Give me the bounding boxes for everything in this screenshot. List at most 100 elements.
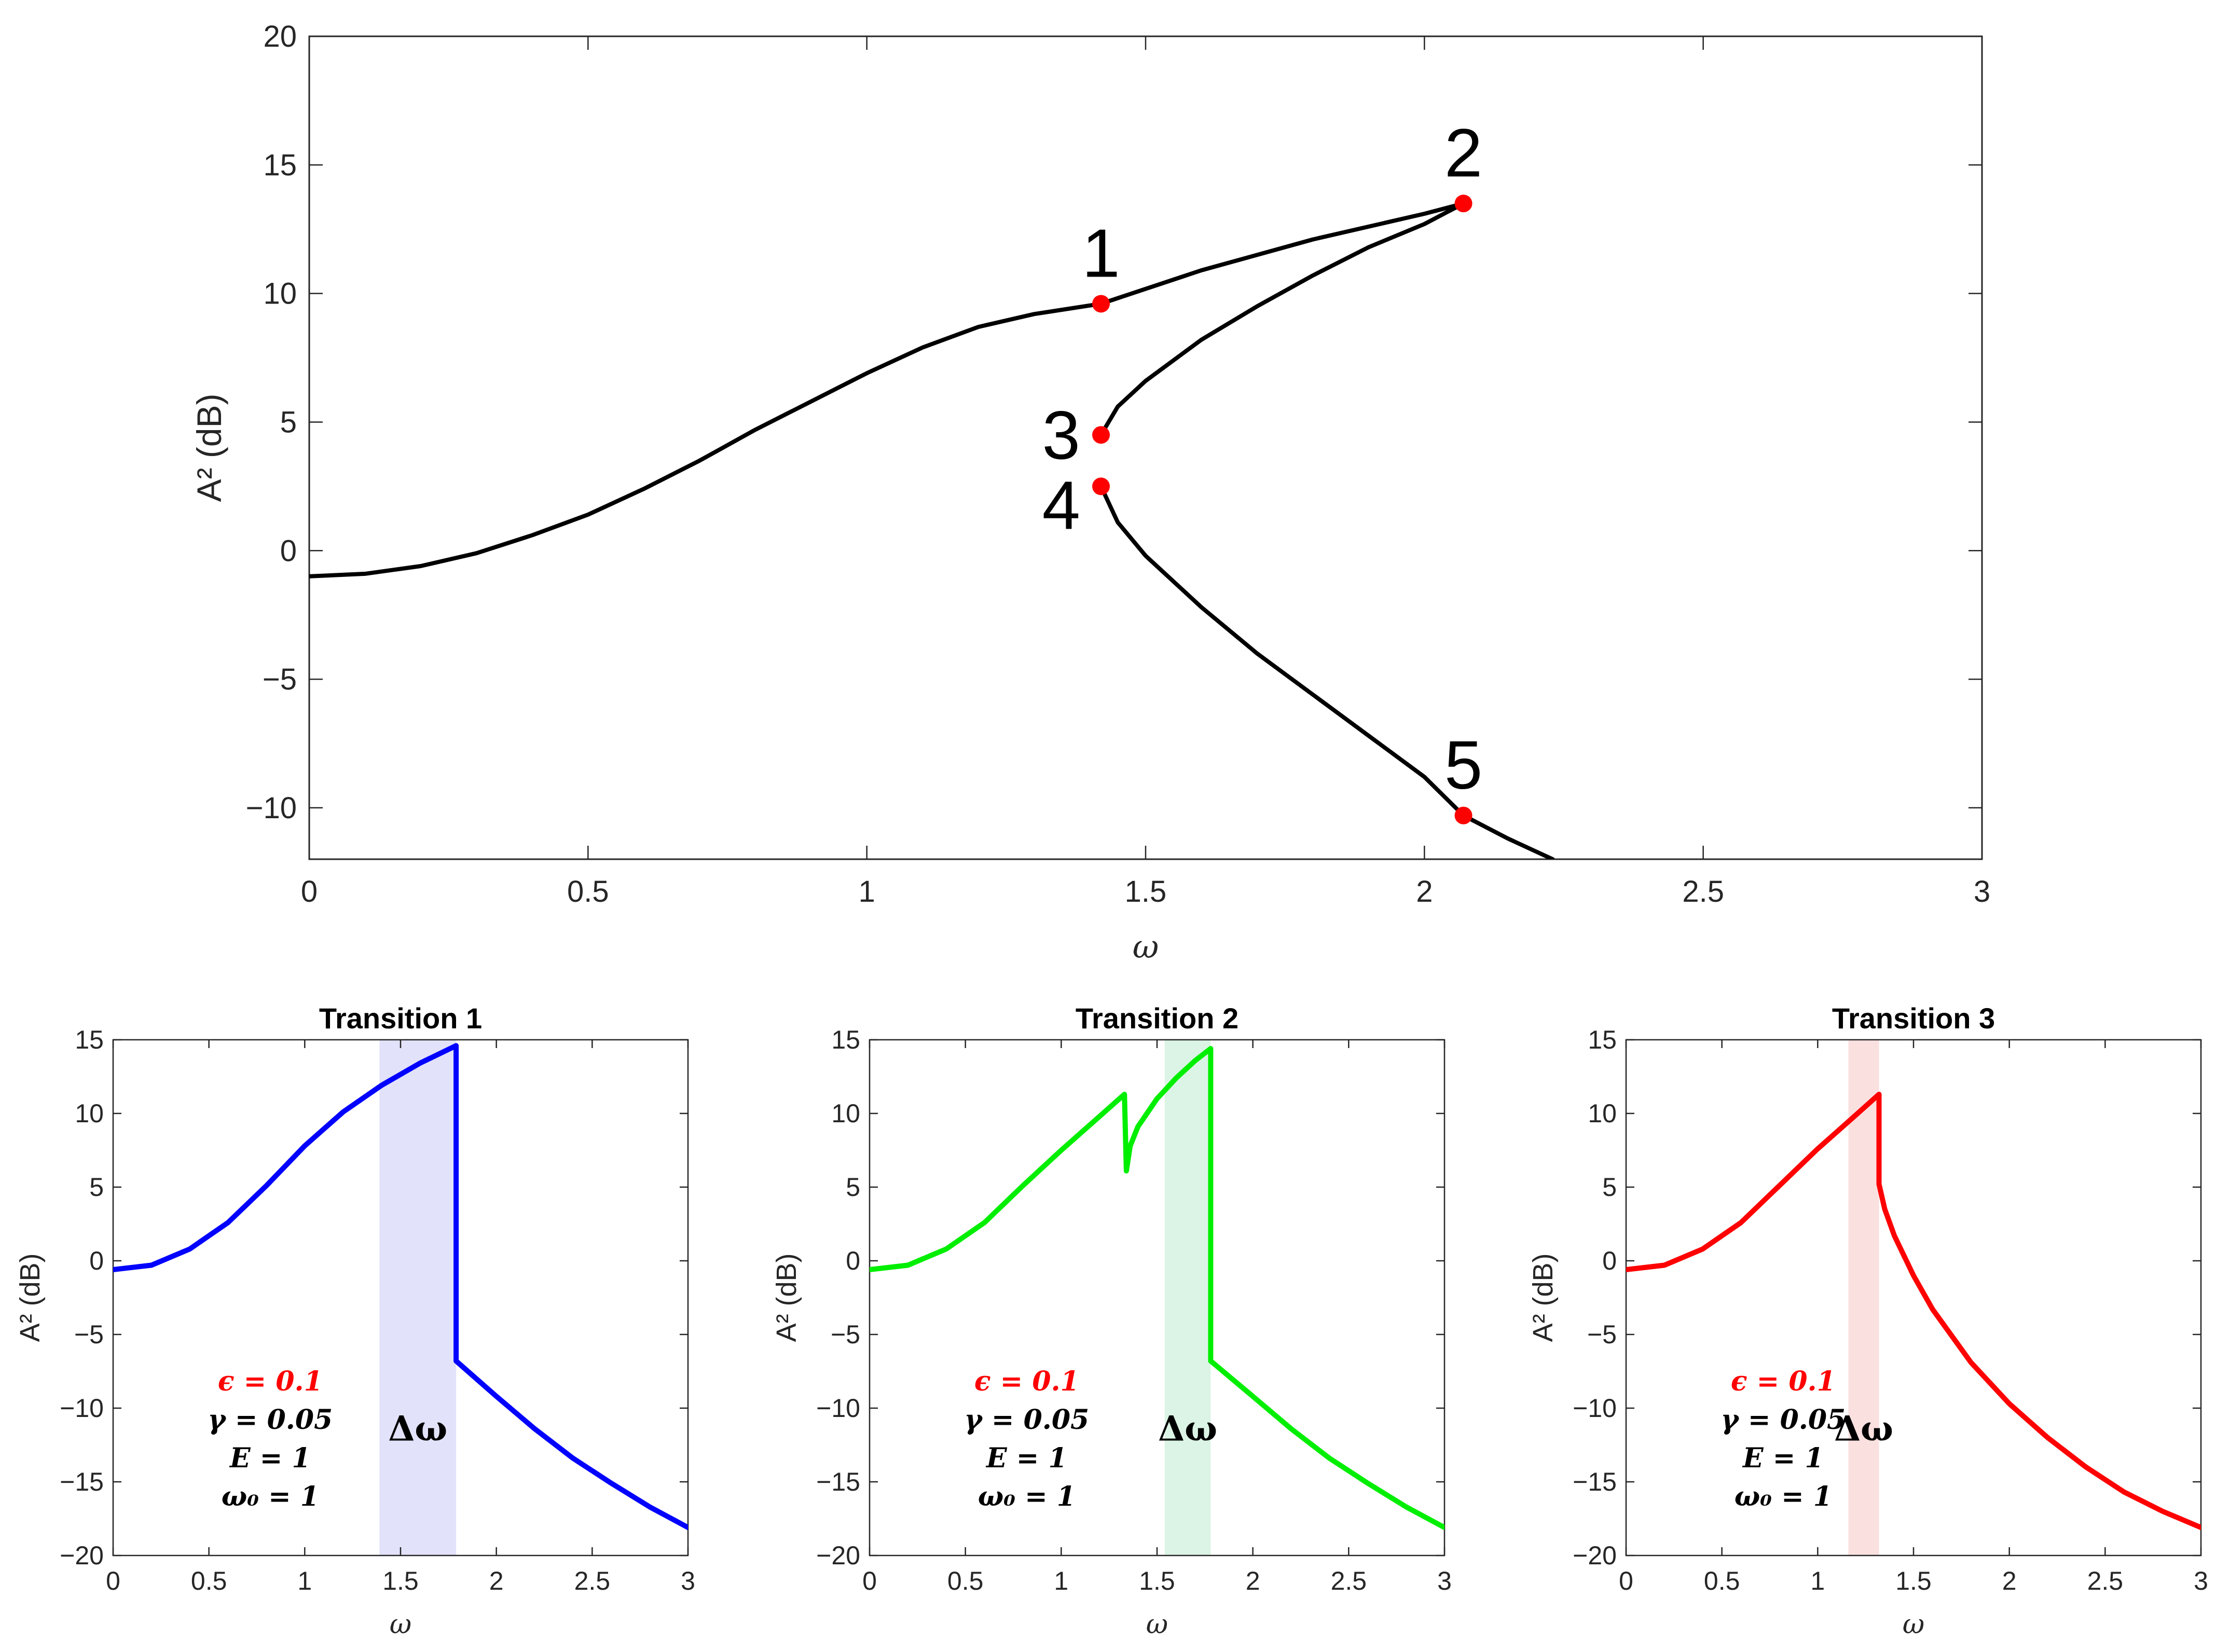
param-text-3: ω₀ = 1 <box>1735 1481 1832 1512</box>
series-line-1 <box>1099 201 1466 437</box>
y-tick-label: −5 <box>74 1320 104 1349</box>
x-tick-label: 0 <box>862 1566 877 1595</box>
x-tick-label: 0 <box>106 1566 120 1595</box>
x-tick-label: 2.5 <box>1682 875 1724 908</box>
chart-title: Transition 1 <box>319 1002 482 1035</box>
y-tick-label: 0 <box>846 1246 860 1275</box>
param-text-3: ω₀ = 1 <box>978 1481 1076 1512</box>
param-text-1: γ = 0.05 <box>208 1404 333 1436</box>
y-tick-label: 0 <box>89 1246 104 1275</box>
axes-box <box>1625 1039 2202 1557</box>
transition-chart-2: 0 0.5 1 1.5 2 2.5 3 −20 −15 −10 −5 0 5 10 15 ω A² (dB) Tr… <box>771 1002 1452 1640</box>
point-label-1: 1 <box>1082 215 1120 291</box>
x-tick-label: 2.5 <box>1331 1566 1367 1595</box>
chart-title: Transition 2 <box>1076 1002 1238 1035</box>
y-tick-label: 5 <box>846 1173 860 1202</box>
y-tick-label: 0 <box>1602 1246 1617 1275</box>
x-tick-label: 1.5 <box>1125 875 1167 908</box>
y-tick-label: −5 <box>831 1320 860 1349</box>
series-line-0 <box>1626 1092 2201 1530</box>
param-text-2: E = 1 <box>985 1442 1067 1474</box>
delta-omega-label: Δω <box>1834 1408 1893 1449</box>
y-tick-label: −20 <box>1573 1541 1617 1570</box>
x-tick-label: 1 <box>297 1566 312 1595</box>
y-tick-label: −20 <box>60 1541 104 1570</box>
y-tick-label: −10 <box>246 791 297 825</box>
x-tick-label: 0.5 <box>947 1566 984 1595</box>
x-axis-label: ω <box>1903 1609 1924 1640</box>
y-tick-label: −5 <box>1587 1320 1617 1349</box>
y-axis-label: A² (dB) <box>1527 1253 1559 1342</box>
y-tick-label: 20 <box>263 20 297 53</box>
y-tick-label: 15 <box>831 1025 860 1054</box>
x-tick-label: 3 <box>1974 875 1990 908</box>
x-tick-label: 1 <box>1810 1566 1825 1595</box>
y-tick-label: −5 <box>263 663 297 696</box>
series-line-2 <box>1099 484 1555 859</box>
y-tick-label: 10 <box>831 1099 860 1128</box>
series-line-0 <box>113 1043 688 1530</box>
x-tick-label: 1.5 <box>382 1566 419 1595</box>
y-tick-label: 15 <box>1588 1025 1617 1054</box>
y-tick-label: 0 <box>280 534 297 568</box>
x-tick-label: 1 <box>859 875 875 908</box>
y-tick-label: 15 <box>75 1025 104 1054</box>
x-tick-label: 1.5 <box>1139 1566 1175 1595</box>
y-axis-label: A² (dB) <box>190 393 228 502</box>
y-tick-label: −10 <box>60 1394 104 1423</box>
point-marker-1 <box>1092 295 1110 313</box>
y-axis-label: A² (dB) <box>771 1253 802 1342</box>
y-tick-label: −15 <box>1573 1467 1617 1496</box>
x-tick-label: 0.5 <box>1704 1566 1740 1595</box>
x-tick-label: 3 <box>2194 1566 2208 1595</box>
x-tick-label: 2 <box>1246 1566 1260 1595</box>
transition-chart-1: 0 0.5 1 1.5 2 2.5 3 −20 −15 −10 −5 0 5 10 15 ω A² (dB) Tr… <box>15 1002 695 1640</box>
transition-chart-3: 0 0.5 1 1.5 2 2.5 3 −20 −15 −10 −5 0 5 10 15 ω A² (dB) Tr… <box>1527 1002 2208 1640</box>
y-tick-label: 5 <box>89 1173 104 1202</box>
axes-box <box>308 35 1983 860</box>
x-tick-label: 0 <box>1619 1566 1633 1595</box>
point-label-2: 2 <box>1444 115 1482 191</box>
point-marker-5 <box>1454 806 1472 824</box>
param-text-1: γ = 0.05 <box>964 1404 1089 1436</box>
point-marker-3 <box>1092 426 1110 444</box>
point-label-4: 4 <box>1042 467 1080 543</box>
point-marker-2 <box>1454 195 1472 213</box>
y-axis-label: A² (dB) <box>15 1253 46 1342</box>
y-tick-label: −15 <box>60 1467 104 1496</box>
param-text-0: ϵ = 0.1 <box>1731 1366 1836 1397</box>
x-tick-label: 3 <box>681 1566 695 1595</box>
x-tick-label: 2.5 <box>2087 1566 2124 1595</box>
delta-omega-label: Δω <box>1158 1408 1217 1449</box>
x-axis-label: ω <box>390 1609 411 1640</box>
y-tick-label: −15 <box>816 1467 860 1496</box>
x-tick-label: 2.5 <box>574 1566 611 1595</box>
y-tick-label: 10 <box>1588 1099 1617 1128</box>
x-tick-label: 0.5 <box>191 1566 227 1595</box>
x-tick-label: 2 <box>489 1566 504 1595</box>
x-tick-label: 2 <box>1416 875 1433 908</box>
param-text-1: γ = 0.05 <box>1721 1404 1846 1436</box>
x-axis-label: ω <box>1146 1609 1168 1640</box>
x-tick-label: 0 <box>301 875 318 908</box>
y-tick-label: 5 <box>280 405 297 439</box>
point-label-3: 3 <box>1042 397 1080 473</box>
x-tick-label: 3 <box>1437 1566 1452 1595</box>
series-line-0 <box>870 1046 1444 1530</box>
delta-omega-band <box>1848 1040 1879 1555</box>
param-text-3: ω₀ = 1 <box>222 1481 319 1512</box>
x-tick-label: 1 <box>1054 1566 1068 1595</box>
y-tick-label: 10 <box>263 277 297 311</box>
delta-omega-band <box>379 1040 457 1555</box>
param-text-0: ϵ = 0.1 <box>218 1366 323 1397</box>
param-text-2: E = 1 <box>229 1442 311 1474</box>
x-tick-label: 1.5 <box>1895 1566 1932 1595</box>
x-tick-label: 0.5 <box>567 875 609 908</box>
point-marker-4 <box>1092 477 1110 495</box>
y-tick-label: −10 <box>816 1394 860 1423</box>
chart-title: Transition 3 <box>1832 1002 1995 1035</box>
delta-omega-band <box>1164 1040 1211 1555</box>
param-text-0: ϵ = 0.1 <box>974 1366 1079 1397</box>
